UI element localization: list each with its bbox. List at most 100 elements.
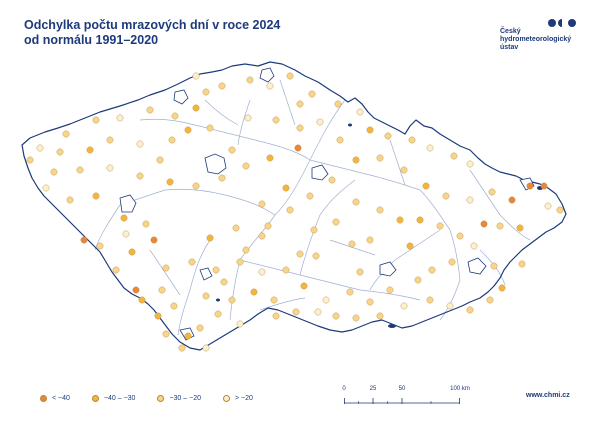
station-marker xyxy=(544,202,552,210)
station-marker xyxy=(352,314,360,322)
station-marker xyxy=(66,196,74,204)
station-marker xyxy=(556,206,564,214)
station-marker xyxy=(300,282,308,290)
station-marker xyxy=(408,136,416,144)
station-marker xyxy=(106,164,114,172)
station-marker xyxy=(228,146,236,154)
station-marker xyxy=(352,198,360,206)
station-marker xyxy=(436,222,444,230)
station-marker xyxy=(498,284,506,292)
station-marker xyxy=(80,236,88,244)
station-marker xyxy=(352,156,360,164)
station-marker xyxy=(308,90,316,98)
legend-item: > −20 xyxy=(222,394,253,402)
station-marker xyxy=(356,108,364,116)
legend-label: < −40 xyxy=(52,394,70,402)
river-network xyxy=(94,79,531,336)
station-marker xyxy=(132,286,140,294)
station-marker xyxy=(376,312,384,320)
station-marker xyxy=(400,302,408,310)
station-marker xyxy=(242,162,250,170)
station-marker xyxy=(366,298,374,306)
station-marker xyxy=(286,206,294,214)
station-marker xyxy=(136,172,144,180)
station-marker xyxy=(296,250,304,258)
station-marker xyxy=(236,258,244,266)
station-marker xyxy=(42,184,50,192)
station-marker xyxy=(86,146,94,154)
legend-label: > −20 xyxy=(234,394,253,402)
station-marker xyxy=(162,330,170,338)
logo-line3: ústav xyxy=(500,44,519,51)
station-marker xyxy=(202,344,210,352)
legend-label: −40 – −30 xyxy=(103,394,136,402)
country-border xyxy=(21,61,567,351)
station-marker xyxy=(348,240,356,248)
station-marker xyxy=(258,200,266,208)
station-marker xyxy=(312,252,320,260)
station-marker xyxy=(292,308,300,316)
map-legend: < −40 −40 – −30 −30 – −20 > −20 xyxy=(40,392,275,404)
station-marker xyxy=(282,184,290,192)
station-marker xyxy=(448,258,456,266)
station-marker xyxy=(450,152,458,160)
station-marker xyxy=(170,302,178,310)
station-marker xyxy=(316,118,324,126)
station-marker xyxy=(496,222,504,230)
station-marker xyxy=(396,216,404,224)
station-marker xyxy=(196,324,204,332)
station-marker xyxy=(36,144,44,152)
map-title: Odchylka počtu mrazových dní v roce 2024… xyxy=(24,18,280,48)
station-marker xyxy=(242,246,250,254)
station-marker xyxy=(212,266,220,274)
station-marker xyxy=(150,236,158,244)
station-marker xyxy=(376,154,384,162)
legend-swatch xyxy=(40,394,47,402)
station-marker xyxy=(508,196,516,204)
station-marker xyxy=(178,344,186,352)
station-marker xyxy=(414,276,422,284)
station-marker xyxy=(384,132,392,140)
station-marker xyxy=(138,296,146,304)
station-marker xyxy=(258,232,266,240)
station-marker xyxy=(266,154,274,162)
station-marker xyxy=(192,104,200,112)
station-marker xyxy=(332,312,340,320)
station-marker xyxy=(192,72,200,80)
station-marker xyxy=(236,320,244,328)
station-marker xyxy=(184,332,192,340)
station-marker xyxy=(156,156,164,164)
station-marker xyxy=(526,182,534,190)
website-link[interactable]: www.chmi.cz xyxy=(526,392,570,399)
station-marker xyxy=(92,116,100,124)
station-marker xyxy=(294,144,302,152)
station-marker xyxy=(266,82,274,90)
station-markers xyxy=(26,72,564,352)
station-marker xyxy=(168,136,176,144)
station-marker xyxy=(218,174,226,182)
legend-item: −40 – −30 xyxy=(91,394,136,402)
station-marker xyxy=(112,266,120,274)
station-marker xyxy=(386,286,394,294)
station-marker xyxy=(50,168,58,176)
station-marker xyxy=(334,100,342,108)
scale-bar: 0 25 50 100 km xyxy=(342,386,470,406)
scale-tick-label: 0 xyxy=(342,386,346,392)
station-marker xyxy=(56,148,64,156)
legend-label: −30 – −20 xyxy=(169,394,201,402)
station-marker xyxy=(116,114,124,122)
station-marker xyxy=(346,288,354,296)
station-marker xyxy=(206,234,214,242)
station-marker xyxy=(426,296,434,304)
station-marker xyxy=(206,124,214,132)
station-marker xyxy=(332,218,340,226)
station-marker xyxy=(306,192,314,200)
station-marker xyxy=(456,232,464,240)
station-marker xyxy=(516,224,524,232)
station-marker xyxy=(122,230,130,238)
station-marker xyxy=(146,106,154,114)
station-marker xyxy=(136,140,144,148)
station-marker xyxy=(470,242,478,250)
station-marker xyxy=(154,312,162,320)
